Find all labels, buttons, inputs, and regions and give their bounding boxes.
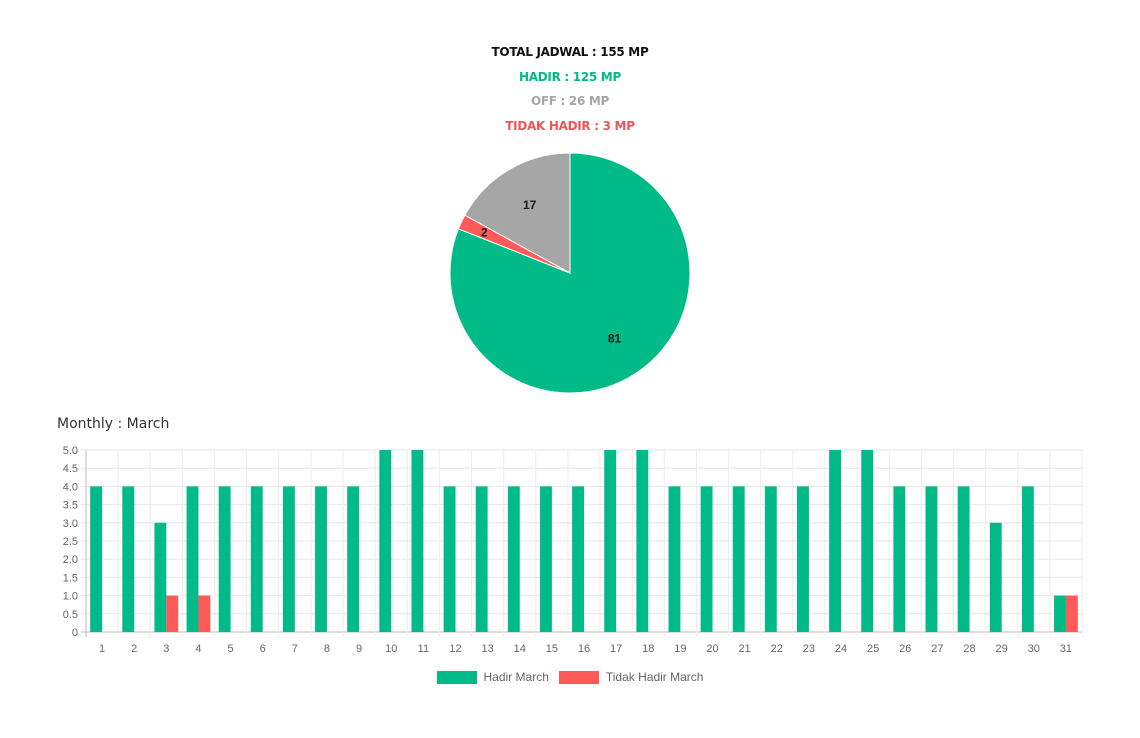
legend-label-hadir: Hadir March — [484, 670, 549, 684]
x-tick-label: 1 — [99, 643, 105, 655]
x-tick-label: 25 — [867, 643, 879, 655]
x-tick-label: 8 — [324, 643, 330, 655]
bar-hadir-2[interactable] — [122, 486, 134, 632]
absent-count-text: TIDAK HADIR : 3 MP — [0, 114, 1140, 139]
x-tick-label: 5 — [228, 643, 234, 655]
bar-hadir-20[interactable] — [701, 486, 713, 632]
y-tick-label: 4.5 — [63, 463, 78, 475]
bar-hadir-17[interactable] — [604, 450, 616, 632]
summary-block: TOTAL JADWAL : 155 MP HADIR : 125 MP OFF… — [0, 40, 1140, 138]
y-tick-label: 3.0 — [63, 518, 78, 530]
bar-tidak-hadir-4[interactable] — [198, 596, 210, 632]
legend-item-hadir[interactable]: Hadir March — [437, 670, 549, 684]
x-tick-label: 4 — [195, 643, 201, 655]
x-tick-label: 27 — [931, 643, 943, 655]
x-tick-label: 11 — [418, 643, 429, 655]
present-count-text: HADIR : 125 MP — [0, 65, 1140, 90]
bar-hadir-7[interactable] — [283, 486, 295, 632]
bar-hadir-12[interactable] — [444, 486, 456, 632]
x-tick-label: 19 — [674, 643, 686, 655]
x-tick-label: 31 — [1060, 643, 1072, 655]
bar-hadir-10[interactable] — [379, 450, 391, 632]
x-tick-label: 2 — [131, 643, 137, 655]
bar-hadir-31[interactable] — [1054, 596, 1066, 632]
legend-swatch-hadir — [437, 671, 477, 684]
total-schedule-text: TOTAL JADWAL : 155 MP — [0, 40, 1140, 65]
x-tick-label: 28 — [963, 643, 975, 655]
bar-hadir-4[interactable] — [187, 486, 199, 632]
y-tick-label: 5.0 — [63, 445, 78, 457]
pie-slice-label-0: 81 — [608, 332, 622, 346]
y-tick-label: 0.5 — [63, 609, 78, 621]
x-tick-label: 18 — [642, 643, 654, 655]
legend-swatch-tidak-hadir — [559, 671, 599, 684]
bar-tidak-hadir-31[interactable] — [1066, 596, 1078, 632]
monthly-bar-chart: 00.51.01.52.02.53.03.54.04.55.01 2 3 4 5 6 7 8 9… — [0, 440, 1140, 665]
x-tick-label: 14 — [514, 643, 526, 655]
bar-hadir-6[interactable] — [251, 486, 263, 632]
x-tick-label: 7 — [292, 643, 298, 655]
bar-hadir-9[interactable] — [347, 486, 359, 632]
bar-hadir-24[interactable] — [829, 450, 841, 632]
bar-hadir-30[interactable] — [1022, 486, 1034, 632]
x-tick-label: 24 — [835, 643, 847, 655]
y-tick-label: 1.0 — [63, 591, 78, 603]
y-tick-label: 1.5 — [63, 572, 78, 584]
bar-hadir-19[interactable] — [668, 486, 680, 632]
bar-hadir-15[interactable] — [540, 486, 552, 632]
x-tick-label: 20 — [706, 643, 718, 655]
bar-hadir-28[interactable] — [958, 486, 970, 632]
pie-slice-label-2: 17 — [523, 198, 537, 212]
bar-hadir-23[interactable] — [797, 486, 809, 632]
x-tick-label: 29 — [996, 643, 1008, 655]
x-tick-label: 10 — [385, 643, 397, 655]
y-tick-label: 0 — [72, 627, 78, 639]
y-tick-label: 2.5 — [63, 536, 78, 548]
legend-item-tidak-hadir[interactable]: Tidak Hadir March — [559, 670, 704, 684]
bar-hadir-25[interactable] — [861, 450, 873, 632]
bar-hadir-29[interactable] — [990, 523, 1002, 632]
bar-hadir-11[interactable] — [411, 450, 423, 632]
bar-hadir-13[interactable] — [476, 486, 488, 632]
x-tick-label: 16 — [578, 643, 590, 655]
bar-hadir-5[interactable] — [219, 486, 231, 632]
x-tick-label: 17 — [610, 643, 622, 655]
bar-chart-legend: Hadir March Tidak Hadir March — [0, 670, 1140, 684]
x-tick-label: 22 — [771, 643, 783, 655]
bar-hadir-16[interactable] — [572, 486, 584, 632]
x-tick-label: 12 — [449, 643, 461, 655]
bar-hadir-3[interactable] — [154, 523, 166, 632]
bar-hadir-8[interactable] — [315, 486, 327, 632]
x-tick-label: 6 — [260, 643, 266, 655]
x-tick-label: 26 — [899, 643, 911, 655]
x-tick-label: 15 — [546, 643, 558, 655]
y-tick-label: 4.0 — [63, 481, 78, 493]
bar-hadir-21[interactable] — [733, 486, 745, 632]
bar-hadir-27[interactable] — [926, 486, 938, 632]
x-tick-label: 21 — [739, 643, 751, 655]
x-tick-label: 9 — [356, 643, 362, 655]
off-count-text: OFF : 26 MP — [0, 89, 1140, 114]
bar-hadir-22[interactable] — [765, 486, 777, 632]
x-tick-label: 23 — [803, 643, 815, 655]
monthly-chart-title: Monthly : March — [57, 416, 169, 432]
bar-hadir-14[interactable] — [508, 486, 520, 632]
x-tick-label: 13 — [481, 643, 493, 655]
bar-hadir-18[interactable] — [636, 450, 648, 632]
y-tick-label: 2.0 — [63, 554, 78, 566]
bar-tidak-hadir-3[interactable] — [166, 596, 178, 632]
x-tick-label: 3 — [163, 643, 169, 655]
y-tick-label: 3.5 — [63, 500, 78, 512]
bar-hadir-1[interactable] — [90, 486, 102, 632]
legend-label-tidak-hadir: Tidak Hadir March — [606, 670, 704, 684]
x-tick-label: 30 — [1028, 643, 1040, 655]
bar-hadir-26[interactable] — [893, 486, 905, 632]
